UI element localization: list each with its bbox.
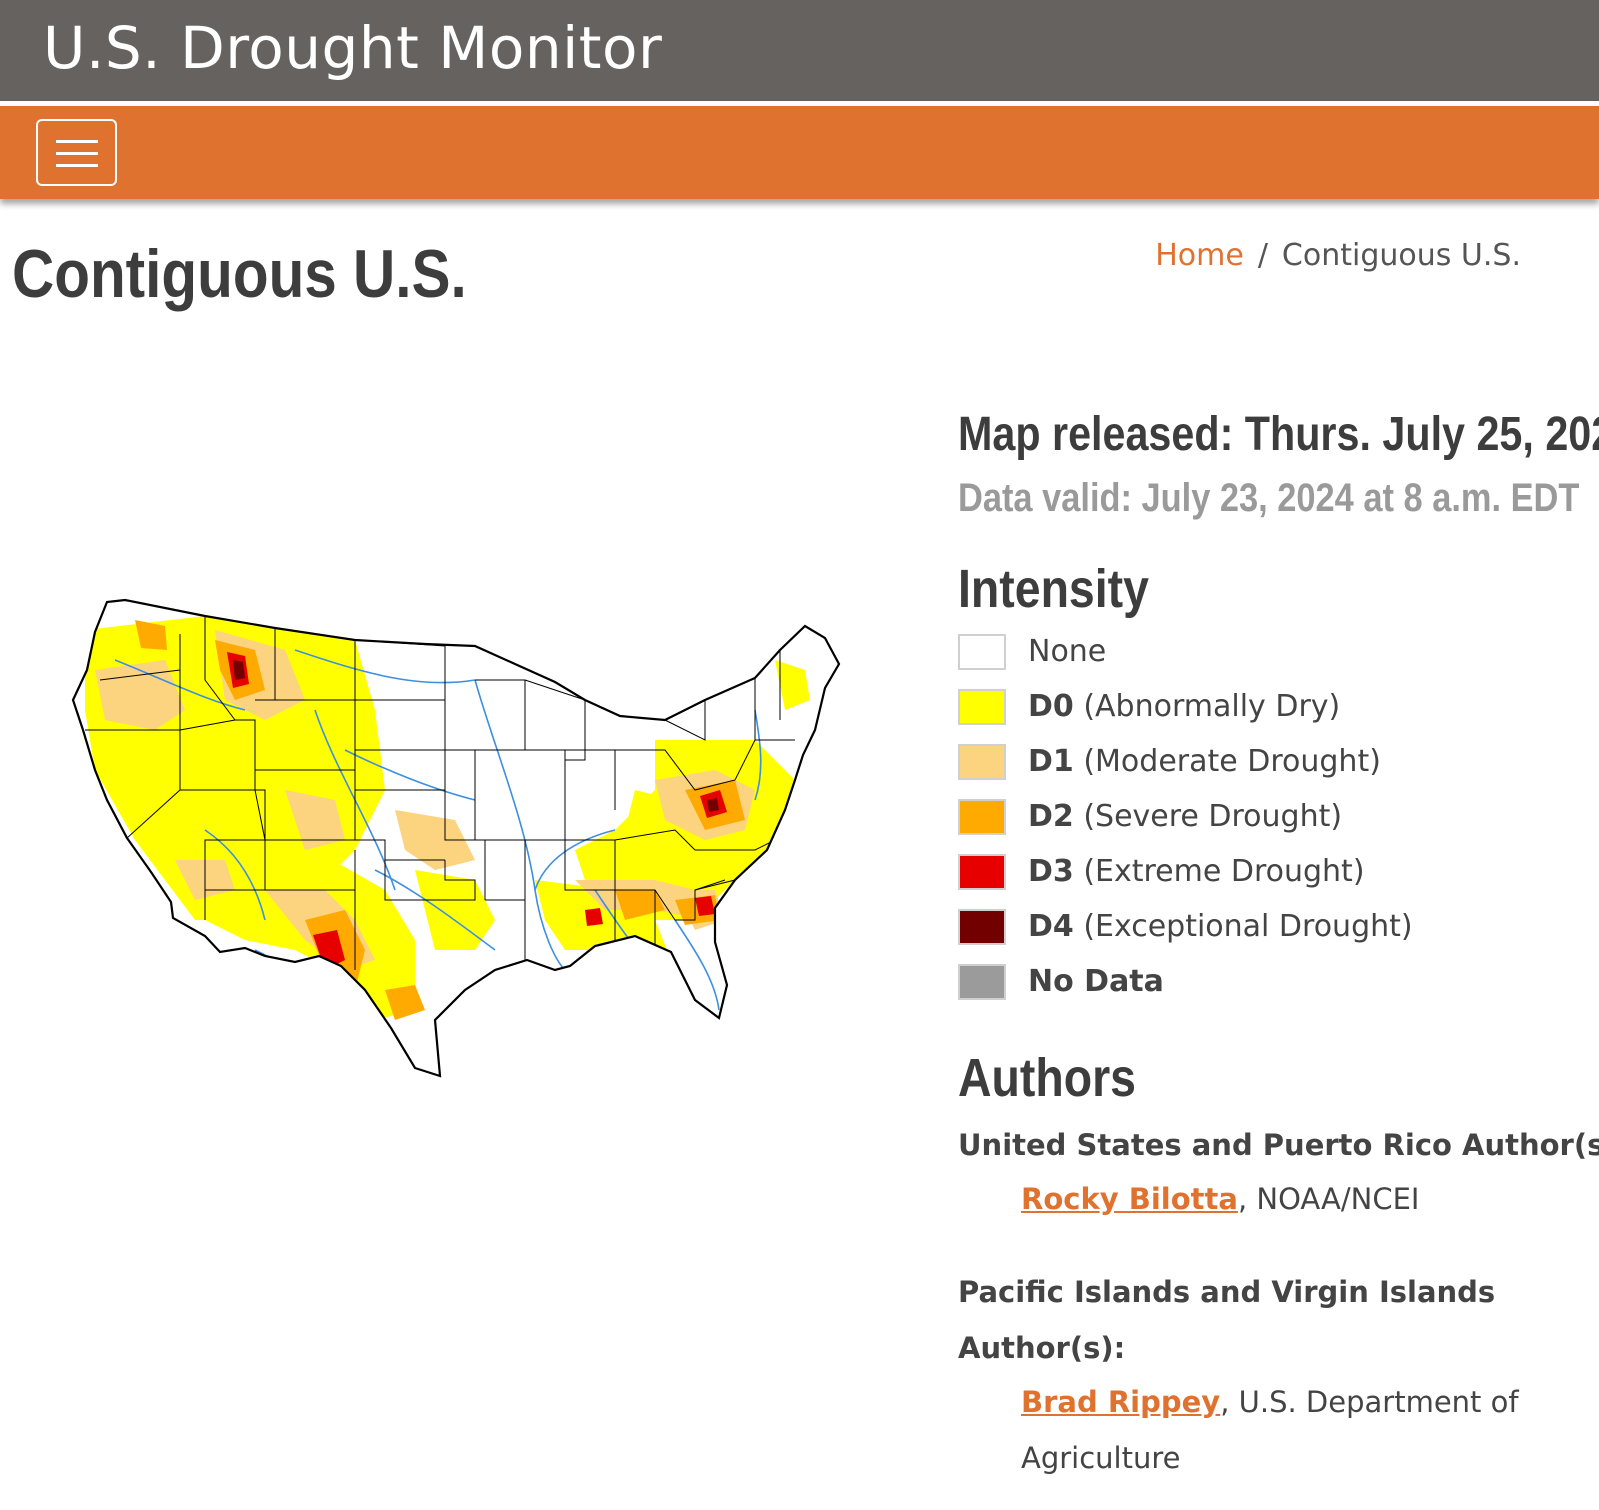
pacific-author-org: , U.S. Department of Agriculture	[1021, 1385, 1519, 1475]
legend-swatch	[958, 744, 1006, 780]
map-released-date: Map released: Thurs. July 25, 2024	[958, 408, 1599, 461]
authors-heading: Authors	[958, 1048, 1137, 1108]
legend-swatch	[958, 909, 1006, 945]
legend-label: None	[1028, 634, 1107, 669]
legend-swatch	[958, 964, 1006, 1000]
hamburger-icon	[56, 140, 98, 143]
legend-swatch	[958, 799, 1006, 835]
legend-label: No Data	[1028, 964, 1164, 999]
breadcrumb: Home / Contiguous U.S.	[1155, 234, 1521, 278]
breadcrumb-current: Contiguous U.S.	[1281, 238, 1521, 273]
data-valid-date: Data valid: July 23, 2024 at 8 a.m. EDT	[958, 476, 1580, 520]
pacific-authors-heading: Pacific Islands and Virgin Islands Autho…	[958, 1275, 1496, 1365]
breadcrumb-home-link[interactable]: Home	[1155, 238, 1244, 273]
legend-label: (Exceptional Drought)	[1083, 909, 1413, 944]
author-link-brad-rippey[interactable]: Brad Rippey	[1021, 1385, 1221, 1419]
legend-code: D1	[1028, 744, 1074, 779]
author-link-rocky-bilotta[interactable]: Rocky Bilotta	[1021, 1182, 1238, 1216]
legend-code: D2	[1028, 799, 1074, 834]
legend-swatch	[958, 689, 1006, 725]
hamburger-icon-line	[56, 164, 98, 167]
hamburger-icon-line	[56, 152, 98, 155]
drought-map	[71, 598, 841, 1078]
legend-swatch	[958, 634, 1006, 670]
menu-button[interactable]	[36, 119, 117, 186]
legend-label: (Abnormally Dry)	[1083, 689, 1341, 724]
legend-label: (Moderate Drought)	[1083, 744, 1381, 779]
nav-bar	[0, 106, 1599, 199]
legend-label: (Severe Drought)	[1083, 799, 1343, 834]
site-title[interactable]: U.S. Drought Monitor	[43, 14, 663, 82]
us-author: Rocky Bilotta, NOAA/NCEI	[1021, 1178, 1419, 1220]
legend-code: D0	[1028, 689, 1074, 724]
legend-code: D3	[1028, 854, 1074, 889]
breadcrumb-separator: /	[1257, 238, 1268, 273]
site-header: U.S. Drought Monitor	[0, 0, 1599, 101]
intensity-heading: Intensity	[958, 559, 1149, 619]
page-title: Contiguous U.S.	[12, 236, 467, 312]
legend-label: (Extreme Drought)	[1083, 854, 1365, 889]
legend-swatch	[958, 854, 1006, 890]
us-author-org: , NOAA/NCEI	[1237, 1182, 1420, 1216]
legend-code: D4	[1028, 909, 1074, 944]
us-authors-heading: United States and Puerto Rico Author(s):	[958, 1128, 1599, 1162]
pacific-author: Brad Rippey, U.S. Department of Agricult…	[1021, 1374, 1581, 1486]
